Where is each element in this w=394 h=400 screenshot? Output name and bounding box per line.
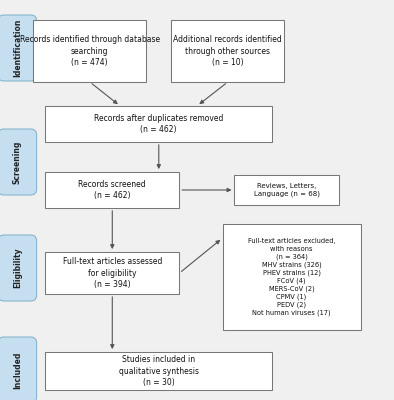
Text: Full-text articles assessed
for eligibility
(n = 394): Full-text articles assessed for eligibil… (63, 258, 162, 289)
Text: Identification: Identification (13, 19, 22, 77)
FancyBboxPatch shape (0, 129, 37, 195)
Text: Additional records identified
through other sources
(n = 10): Additional records identified through ot… (173, 35, 282, 67)
Text: Records screened
(n = 462): Records screened (n = 462) (78, 180, 146, 200)
Text: Screening: Screening (13, 140, 22, 184)
Text: Full-text articles excluded,
with reasons
(n = 364)
MHV strains (326)
PHEV strai: Full-text articles excluded, with reason… (248, 238, 335, 316)
FancyBboxPatch shape (0, 337, 37, 400)
FancyBboxPatch shape (234, 175, 339, 205)
FancyBboxPatch shape (45, 172, 179, 208)
FancyBboxPatch shape (45, 252, 179, 294)
FancyBboxPatch shape (0, 235, 37, 301)
FancyBboxPatch shape (171, 20, 284, 82)
FancyBboxPatch shape (223, 224, 361, 330)
Text: Studies included in
qualitative synthesis
(n = 30): Studies included in qualitative synthesi… (119, 355, 199, 386)
FancyBboxPatch shape (0, 15, 37, 81)
FancyBboxPatch shape (45, 352, 272, 390)
Text: Records identified through database
searching
(n = 474): Records identified through database sear… (20, 35, 160, 67)
Text: Eligibility: Eligibility (13, 248, 22, 288)
Text: Reviews, Letters,
Language (n = 68): Reviews, Letters, Language (n = 68) (254, 183, 320, 197)
Text: Records after duplicates removed
(n = 462): Records after duplicates removed (n = 46… (94, 114, 223, 134)
Text: Included: Included (13, 351, 22, 389)
FancyBboxPatch shape (33, 20, 146, 82)
FancyBboxPatch shape (45, 106, 272, 142)
